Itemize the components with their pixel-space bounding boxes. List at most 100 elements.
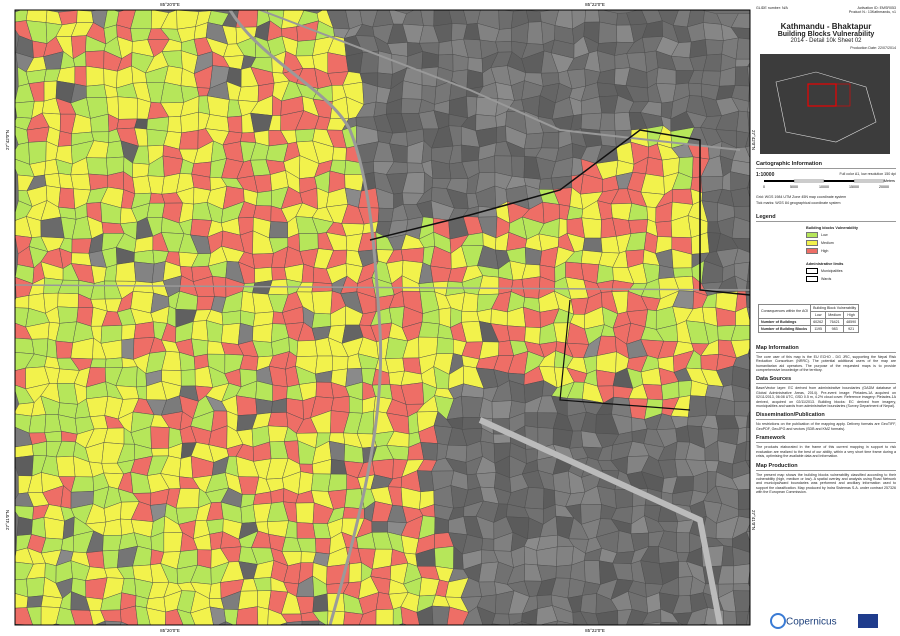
grid-note: Grid: WGS 1984 UTM Zone 45N map coordina… — [756, 195, 847, 199]
block — [86, 157, 108, 176]
block — [311, 290, 333, 315]
block — [132, 281, 154, 294]
block — [295, 502, 315, 524]
block — [57, 306, 79, 324]
swatch — [806, 247, 818, 254]
block — [525, 10, 542, 23]
block — [735, 37, 750, 60]
block — [521, 276, 541, 299]
block — [227, 115, 243, 134]
block — [524, 412, 539, 428]
block — [295, 128, 316, 143]
table-group: Building Block Vulnerability — [810, 303, 860, 312]
block — [738, 508, 750, 519]
block — [191, 338, 209, 357]
block — [256, 626, 270, 636]
logo: Copernicus — [786, 617, 837, 628]
block — [745, 132, 750, 148]
block — [375, 609, 394, 625]
block — [16, 516, 33, 536]
section-heading: Legend — [756, 214, 896, 222]
scale-label: 10000 — [819, 185, 829, 189]
block — [402, 623, 408, 625]
block — [747, 261, 750, 283]
block — [133, 261, 155, 283]
block — [461, 628, 484, 636]
block — [43, 80, 58, 102]
block — [580, 112, 603, 131]
section-heading: Map Production — [756, 463, 896, 471]
block — [655, 220, 673, 238]
block — [175, 488, 200, 509]
block — [120, 605, 139, 625]
block — [377, 207, 394, 222]
block — [747, 66, 750, 87]
block — [732, 146, 750, 164]
footer: Copernicus — [770, 613, 878, 629]
block — [555, 564, 573, 579]
roads — [15, 10, 750, 625]
block — [328, 626, 347, 636]
block — [26, 606, 42, 625]
block — [255, 190, 272, 207]
block — [179, 130, 199, 150]
block — [614, 112, 632, 132]
section-heading: Data Sources — [756, 376, 896, 385]
block — [556, 545, 574, 567]
block — [58, 187, 76, 209]
block — [15, 367, 26, 390]
swatch — [806, 239, 818, 246]
block — [614, 626, 626, 636]
block — [25, 69, 47, 84]
block — [700, 70, 721, 87]
block — [539, 620, 558, 625]
block — [43, 517, 65, 540]
activation: Activation ID: EMSR053 — [857, 6, 896, 10]
block — [636, 624, 643, 625]
block — [416, 605, 434, 625]
block — [57, 292, 79, 308]
block — [580, 611, 600, 625]
block — [490, 308, 508, 326]
block — [70, 173, 91, 191]
block — [705, 39, 724, 56]
block — [206, 95, 230, 118]
block — [495, 40, 513, 53]
block — [438, 40, 454, 56]
legend-title: Building blocks Vulnerability — [806, 225, 858, 230]
block — [312, 610, 329, 625]
table-header: Low — [810, 310, 827, 319]
section-body: The core user of this map is the EU ECHO… — [756, 354, 896, 373]
block — [257, 606, 269, 625]
block — [420, 628, 436, 636]
block — [433, 625, 452, 636]
block — [74, 66, 87, 87]
block — [40, 216, 65, 239]
section-body: Base/Vector layer: EC derived from admin… — [756, 386, 896, 409]
block — [180, 369, 196, 387]
table-cell: 983 — [825, 324, 845, 333]
swatch — [806, 231, 818, 238]
block — [315, 381, 334, 399]
table-cell: 76421 — [825, 317, 845, 326]
block — [746, 531, 750, 543]
block — [28, 414, 47, 434]
block — [102, 549, 120, 569]
block — [688, 82, 702, 97]
scale-label: 15000 — [849, 185, 859, 189]
section-heading: Framework — [756, 435, 896, 444]
block — [722, 610, 737, 625]
block — [496, 125, 507, 144]
block — [400, 247, 425, 263]
block — [328, 440, 346, 462]
block — [160, 82, 184, 104]
block — [298, 233, 319, 252]
block — [252, 323, 273, 343]
block — [677, 622, 685, 625]
block — [660, 621, 679, 625]
block — [15, 295, 30, 309]
block — [599, 112, 616, 132]
block — [695, 623, 705, 625]
block — [358, 609, 377, 625]
